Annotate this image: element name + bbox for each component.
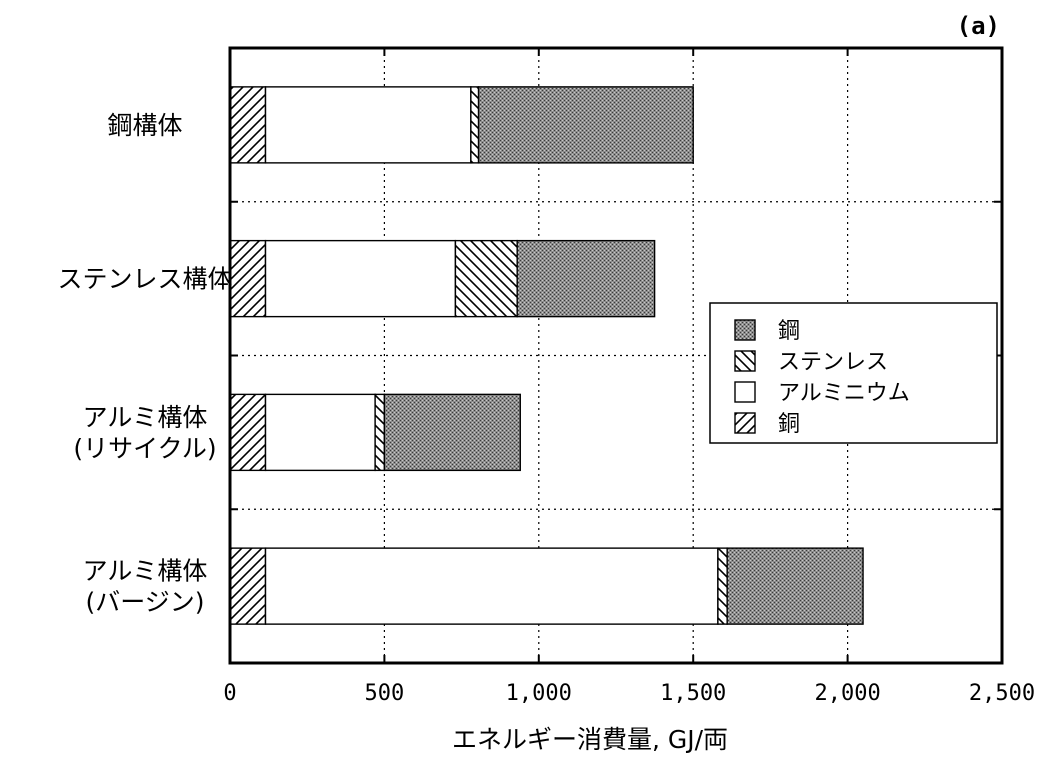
bar-segment-3-3: [726, 547, 864, 625]
legend-swatch: [734, 319, 756, 341]
panel-label: (a): [957, 12, 1000, 40]
legend-label: ステンレス: [778, 350, 888, 375]
x-tick-label: 1,000: [506, 681, 572, 706]
category-label: アルミ構体: [83, 557, 208, 586]
category-label: 鋼構体: [107, 111, 182, 140]
category-label: (リサイクル): [73, 434, 216, 463]
x-tick-label: 1,500: [660, 681, 726, 706]
bar-segment-0-3: [477, 86, 694, 164]
x-tick-label: 2,500: [969, 681, 1035, 706]
legend-swatch: [734, 350, 756, 372]
bar-segment-2-1: [264, 393, 376, 472]
bar-segment-0-2: [470, 86, 480, 164]
bar-segment-1-3: [516, 239, 656, 318]
bar-segment-2-3: [383, 393, 521, 472]
legend-label: 鋼: [778, 319, 800, 344]
x-tick-label: 0: [223, 681, 236, 706]
bar-segment-0-0: [229, 86, 267, 164]
legend-label: 銅: [778, 412, 800, 437]
bar-segment-1-0: [229, 239, 267, 318]
category-label: アルミ構体: [83, 403, 208, 432]
x-tick-labels: 0 500 1,000 1,500 2,000 2,500: [223, 681, 1035, 706]
category-label: ステンレス構体: [57, 265, 232, 294]
category-label: (バージン): [85, 588, 204, 617]
x-axis-title: エネルギー消費量, GJ/両: [452, 725, 728, 754]
bar-segment-3-2: [717, 547, 728, 625]
x-tick-label: 2,000: [814, 681, 880, 706]
bar-segment-1-1: [264, 239, 457, 318]
legend-swatch: [734, 412, 756, 434]
bar-segment-2-2: [374, 393, 386, 472]
bars: [229, 86, 864, 625]
bar-segment-2-0: [229, 393, 267, 472]
legend-label: アルミニウム: [778, 381, 910, 406]
x-ticks: [229, 48, 1003, 663]
bar-segment-3-0: [229, 547, 267, 625]
bar-segment-3-1: [264, 547, 719, 625]
legend-frame: [709, 302, 998, 444]
bar-segment-0-1: [264, 86, 472, 164]
x-tick-label: 500: [365, 681, 405, 706]
bar-segment-1-2: [454, 239, 518, 318]
legend-swatch: [734, 381, 756, 403]
